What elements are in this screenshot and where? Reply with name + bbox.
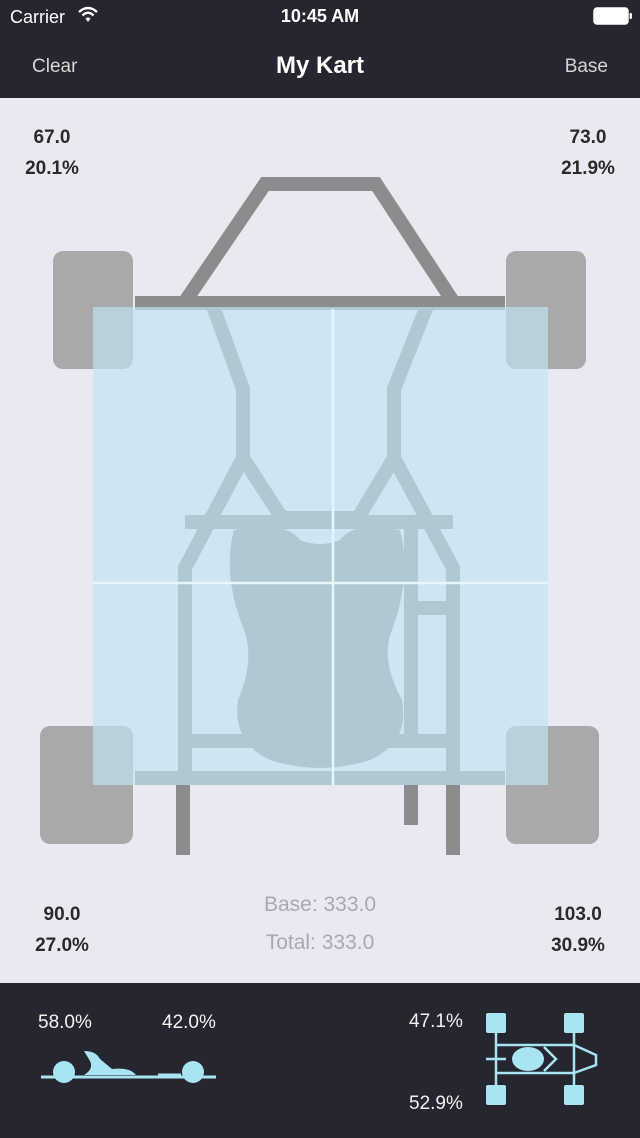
clock: 10:45 AM bbox=[280, 6, 360, 26]
rear-left-corner[interactable]: 90.0 27.0% bbox=[24, 899, 100, 961]
weight-distribution-overlay bbox=[93, 307, 548, 785]
front-percent: 58.0% bbox=[38, 1012, 92, 1033]
side-view-kart-icon bbox=[41, 1051, 216, 1083]
front-right-weight: 73.0 bbox=[569, 127, 607, 148]
status-bar: Carrier 10:45 AM bbox=[0, 0, 640, 36]
front-left-corner[interactable]: 67.0 20.1% bbox=[14, 122, 90, 184]
rear-right-corner[interactable]: 103.0 30.9% bbox=[540, 899, 616, 961]
kart-diagram[interactable] bbox=[0, 98, 640, 888]
rear-percent: 42.0% bbox=[162, 1012, 216, 1033]
left-percent: 47.1% bbox=[409, 1011, 463, 1032]
top-view-kart-icon bbox=[486, 1013, 598, 1105]
front-left-weight: 67.0 bbox=[33, 127, 71, 148]
carrier-label: Carrier bbox=[10, 7, 66, 27]
total-weight-label: Total: 333.0 bbox=[265, 931, 375, 954]
top-bar: Carrier 10:45 AM Clear My Kart Base bbox=[0, 0, 640, 98]
base-button[interactable]: Base bbox=[564, 56, 608, 77]
front-right-percent: 21.9% bbox=[561, 158, 615, 179]
front-left-percent: 20.1% bbox=[25, 158, 79, 179]
rear-left-percent: 27.0% bbox=[35, 935, 89, 956]
base-weight-label: Base: 333.0 bbox=[263, 893, 377, 916]
clear-button[interactable]: Clear bbox=[32, 56, 78, 77]
rear-right-weight: 103.0 bbox=[554, 904, 602, 925]
wifi-icon bbox=[78, 6, 98, 22]
rear-right-percent: 30.9% bbox=[551, 935, 605, 956]
nav-bar: Clear My Kart Base bbox=[0, 36, 640, 98]
front-right-corner[interactable]: 73.0 21.9% bbox=[550, 122, 626, 184]
battery-icon bbox=[593, 7, 632, 25]
right-percent: 52.9% bbox=[409, 1093, 463, 1114]
distribution-bar: 58.0% 42.0% 47.1% 52.9% bbox=[0, 983, 640, 1138]
rear-left-weight: 90.0 bbox=[43, 904, 81, 925]
page-title: My Kart bbox=[275, 52, 365, 79]
